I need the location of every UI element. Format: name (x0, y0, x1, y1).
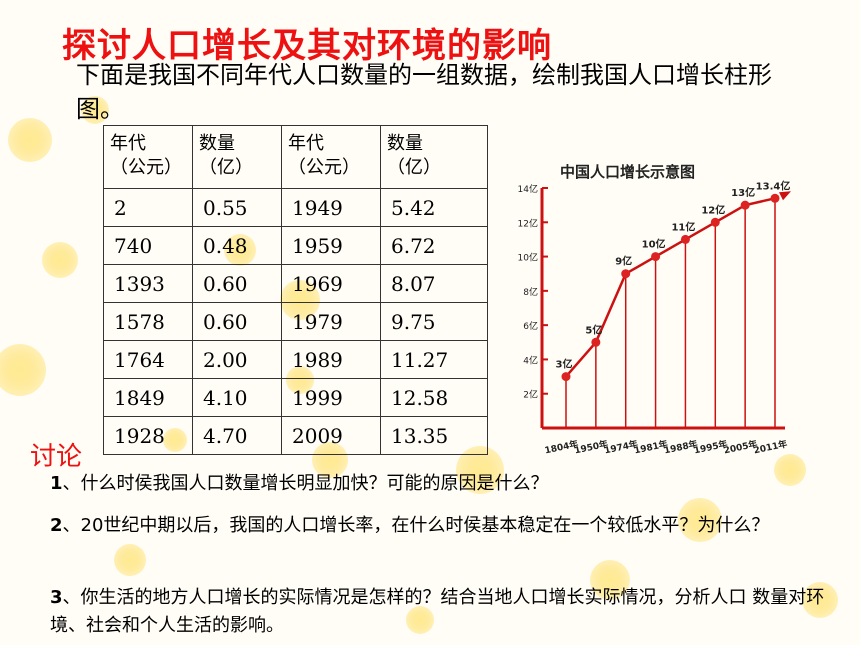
table-cell: 4.10 (192, 378, 282, 417)
data-label: 3亿 (556, 358, 573, 371)
y-tick-label: 8亿 (523, 286, 538, 298)
y-tick-label: 10亿 (518, 252, 538, 264)
y-tick-label: 2亿 (523, 389, 538, 401)
question-text: 、你生活的地方人口增长的实际情况是怎样的？结合当地人口增长实际情况，分析人口 数… (50, 587, 825, 636)
question-text: 、什么时侯我国人口数量增长明显加快？可能的原因是什么？ (62, 473, 549, 494)
table-row: 1928 4.70 2009 13.35 (103, 416, 488, 455)
chart-title: 中国人口增长示意图 (560, 163, 695, 181)
question-3: 3、你生活的地方人口增长的实际情况是怎样的？结合当地人口增长实际情况，分析人口 … (50, 584, 860, 640)
data-point (740, 200, 750, 210)
table-header-cell: 数量 （亿） (192, 125, 282, 189)
data-point (561, 372, 571, 382)
data-label: 12亿 (701, 203, 725, 216)
table-cell: 11.27 (380, 340, 488, 379)
discussion-label: 讨论 (30, 442, 83, 472)
table-header-cell: 数量 （亿） (380, 125, 488, 189)
table-cell: 9.75 (380, 302, 488, 341)
table-cell: 1949 (281, 188, 381, 227)
table-cell: 1999 (281, 378, 381, 417)
data-point (621, 269, 631, 279)
table-cell: 6.72 (380, 226, 488, 265)
arrow-head (779, 191, 791, 201)
table-cell: 2009 (281, 416, 381, 455)
data-label: 5亿 (585, 323, 602, 336)
data-label: 11亿 (671, 220, 695, 233)
series-line (565, 197, 776, 378)
table-cell: 5.42 (380, 188, 488, 227)
table-cell: 4.70 (192, 416, 282, 455)
table-cell: 1928 (103, 416, 193, 455)
data-label: 10亿 (642, 238, 666, 251)
data-point (591, 337, 601, 347)
table-row: 1849 4.10 1999 12.58 (103, 378, 488, 417)
table-header-cell: 年代 （公元） (281, 125, 381, 189)
page-title: 探讨人口增长及其对环境的影响 (62, 26, 552, 66)
table-cell: 1989 (281, 340, 381, 379)
question-number: 1 (50, 473, 63, 494)
y-tick-label: 14亿 (518, 183, 538, 195)
table-cell: 740 (103, 226, 193, 265)
table-cell: 1969 (281, 264, 381, 303)
table-cell: 0.60 (192, 264, 282, 303)
table-row: 1764 2.00 1989 11.27 (103, 340, 488, 379)
table-cell: 1849 (103, 378, 193, 417)
table-cell: 8.07 (380, 264, 488, 303)
table-cell: 2.00 (192, 340, 282, 379)
data-point (770, 193, 780, 203)
table-cell: 1959 (281, 226, 381, 265)
question-text: 、20世纪中期以后，我国的人口增长率，在什么时侯基本稳定在一个较低水平？为什么？ (62, 515, 770, 536)
table-row: 2 0.55 1949 5.42 (103, 188, 488, 227)
table-row: 1393 0.60 1969 8.07 (103, 264, 488, 303)
table-cell: 1979 (281, 302, 381, 341)
data-label: 13亿 (731, 186, 755, 199)
table-row: 1578 0.60 1979 9.75 (103, 302, 488, 341)
table-cell: 0.60 (192, 302, 282, 341)
table-cell: 2 (103, 188, 193, 227)
x-tick-label: 2011年 (752, 438, 788, 457)
y-tick-label: 12亿 (518, 217, 538, 229)
population-table: 年代 （公元） 数量 （亿） 年代 （公元） 数量 （亿） 2 0.55 1949 5.42 7… (103, 125, 488, 455)
question-2: 2、20世纪中期以后，我国的人口增长率，在什么时侯基本稳定在一个较低水平？为什么… (50, 512, 830, 540)
table-header-row: 年代 （公元） 数量 （亿） 年代 （公元） 数量 （亿） (103, 125, 488, 189)
table-cell: 1393 (103, 264, 193, 303)
table-cell: 0.48 (192, 226, 282, 265)
table-cell: 1764 (103, 340, 193, 379)
y-tick-label: 4亿 (523, 354, 538, 366)
table-header-cell: 年代 （公元） (103, 125, 193, 189)
table-cell: 0.55 (192, 188, 282, 227)
table-cell: 13.35 (380, 416, 488, 455)
question-number: 3 (50, 587, 63, 608)
data-label: 13.4亿 (756, 179, 791, 192)
population-chart: 中国人口增长示意图 2亿 4亿 6亿 8亿 10亿 12亿 14亿 3亿 5亿 9亿 10亿 11亿 12… (518, 163, 791, 457)
data-point (680, 234, 690, 244)
y-tick-label: 6亿 (523, 320, 538, 332)
table-row: 740 0.48 1959 6.72 (103, 226, 488, 265)
question-number: 2 (50, 515, 63, 536)
intro-text: 下面是我国不同年代人口数量的一组数据，绘制我国人口增长柱形图。 (76, 61, 772, 123)
data-point (651, 252, 661, 262)
table-cell: 12.58 (380, 378, 488, 417)
data-point (710, 217, 720, 227)
data-label: 9亿 (615, 255, 632, 268)
question-1: 1、什么时侯我国人口数量增长明显加快？可能的原因是什么？ (50, 470, 830, 498)
table-cell: 1578 (103, 302, 193, 341)
